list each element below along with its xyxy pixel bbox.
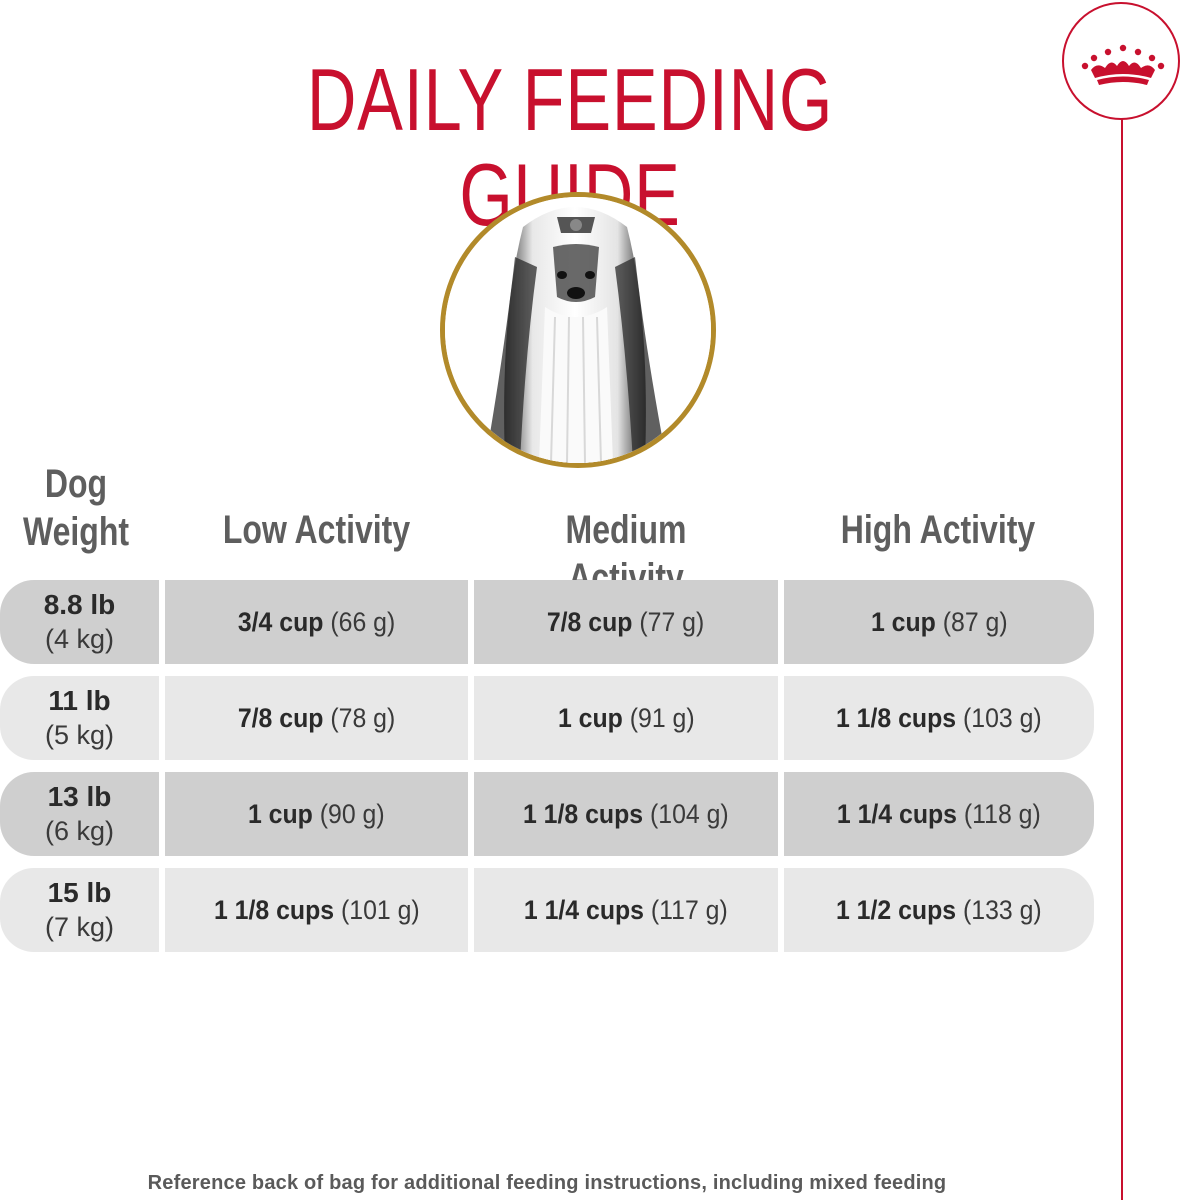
weight-cell: 11 lb (5 kg) <box>0 676 159 760</box>
medium-activity-cell: 7/8 cup (77 g) <box>474 580 778 664</box>
high-activity-cell: 1 1/2 cups (133 g) <box>784 868 1094 952</box>
page-title: DAILY FEEDING GUIDE <box>306 50 834 242</box>
grams: (101 g) <box>340 894 420 925</box>
low-activity-cell: 1 cup (90 g) <box>165 772 468 856</box>
weight-kg: (5 kg) <box>44 720 115 750</box>
low-activity-cell: 3/4 cup (66 g) <box>165 580 468 664</box>
medium-activity-cell: 1 1/8 cups (104 g) <box>474 772 778 856</box>
grams: (91 g) <box>629 702 695 733</box>
weight-kg: (4 kg) <box>44 624 115 654</box>
amount: 1 1/8 cups <box>213 894 334 925</box>
amount: 1 cup <box>248 798 314 829</box>
header-dog-weight: Dog Weight <box>15 460 137 556</box>
high-activity-cell: 1 1/4 cups (118 g) <box>784 772 1094 856</box>
table-row: 13 lb (6 kg) 1 cup (90 g) 1 1/8 cups (10… <box>0 772 1094 856</box>
amount: 1 1/4 cups <box>524 894 645 925</box>
medium-activity-cell: 1 1/4 cups (117 g) <box>474 868 778 952</box>
weight-lb: 13 lb <box>47 781 112 812</box>
grams: (87 g) <box>942 606 1008 637</box>
grams: (104 g) <box>650 798 729 829</box>
header-low-activity: Low Activity <box>222 508 411 552</box>
header-weight-line1: Dog <box>44 462 108 506</box>
header-weight-line2: Weight <box>22 510 130 554</box>
header-high-activity: High Activity <box>840 508 1036 552</box>
dog-image <box>445 197 711 463</box>
grams: (103 g) <box>963 702 1042 733</box>
footer-note: Reference back of bag for additional fee… <box>147 1172 947 1194</box>
grams: (77 g) <box>639 606 705 637</box>
grams: (133 g) <box>963 894 1042 925</box>
grams: (117 g) <box>651 894 728 925</box>
table-row: 11 lb (5 kg) 7/8 cup (78 g) 1 cup (91 g)… <box>0 676 1094 760</box>
amount: 3/4 cup <box>237 606 324 637</box>
weight-kg: (6 kg) <box>44 816 115 846</box>
amount: 1 cup <box>870 606 936 637</box>
amount: 1 1/8 cups <box>836 702 957 733</box>
weight-lb: 15 lb <box>47 877 112 908</box>
weight-cell: 8.8 lb (4 kg) <box>0 580 159 664</box>
brand-vertical-line <box>1121 112 1123 1200</box>
low-activity-cell: 1 1/8 cups (101 g) <box>165 868 468 952</box>
grams: (90 g) <box>319 798 385 829</box>
high-activity-cell: 1 1/8 cups (103 g) <box>784 676 1094 760</box>
dog-portrait <box>440 192 716 468</box>
amount: 7/8 cup <box>237 702 324 733</box>
amount: 1 1/2 cups <box>836 894 957 925</box>
weight-cell: 15 lb (7 kg) <box>0 868 159 952</box>
weight-cell: 13 lb (6 kg) <box>0 772 159 856</box>
table-row: 15 lb (7 kg) 1 1/8 cups (101 g) 1 1/4 cu… <box>0 868 1094 952</box>
amount: 1 cup <box>557 702 623 733</box>
weight-lb: 8.8 lb <box>43 589 116 620</box>
weight-lb: 11 lb <box>48 685 111 716</box>
amount: 1 1/4 cups <box>837 798 958 829</box>
table-row: 8.8 lb (4 kg) 3/4 cup (66 g) 7/8 cup (77… <box>0 580 1094 664</box>
weight-kg: (7 kg) <box>44 912 115 942</box>
amount: 7/8 cup <box>547 606 633 637</box>
medium-activity-cell: 1 cup (91 g) <box>474 676 778 760</box>
grams: (118 g) <box>964 798 1041 829</box>
low-activity-cell: 7/8 cup (78 g) <box>165 676 468 760</box>
amount: 1 1/8 cups <box>523 798 644 829</box>
crown-icon <box>1081 44 1165 85</box>
grams: (66 g) <box>330 606 396 637</box>
brand-logo <box>1062 2 1180 120</box>
high-activity-cell: 1 cup (87 g) <box>784 580 1094 664</box>
grams: (78 g) <box>330 702 396 733</box>
